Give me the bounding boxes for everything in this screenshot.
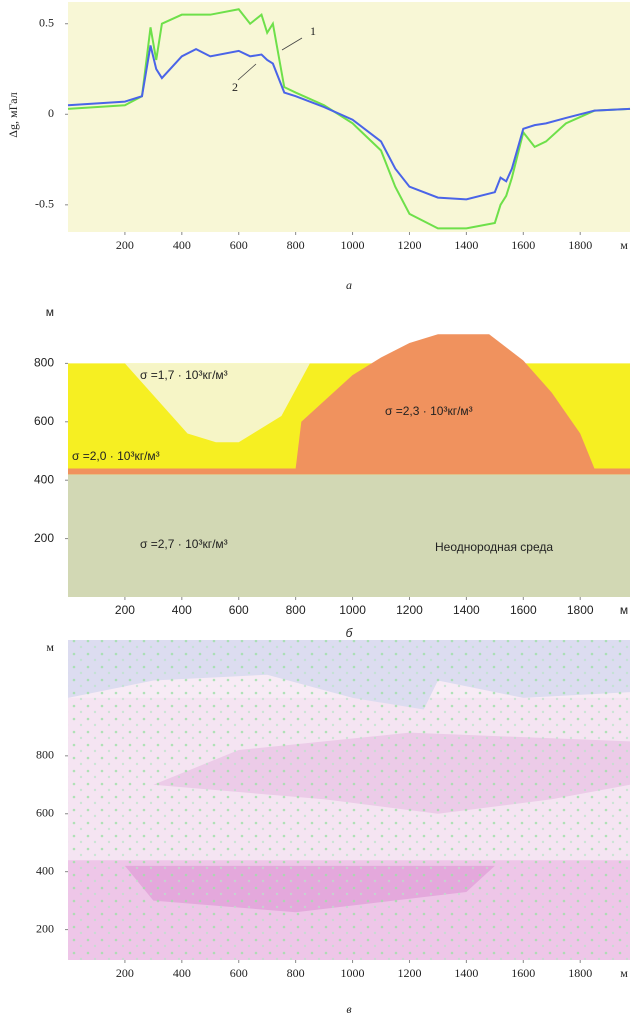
caption: б — [346, 626, 354, 640]
y-axis-label: м — [46, 305, 54, 319]
x-tick-label: 200 — [115, 603, 135, 617]
x-tick-label: 200 — [116, 238, 134, 252]
x-tick-label: 1800 — [567, 603, 594, 617]
x-tick-label: 1800 — [568, 238, 592, 252]
y-tick-label: 600 — [34, 414, 54, 428]
x-tick-label: 1800 — [568, 966, 592, 980]
x-tick-label: 1600 — [511, 238, 535, 252]
x-tick-label: 1400 — [453, 603, 480, 617]
caption: а — [346, 278, 352, 292]
density-region — [295, 334, 595, 469]
x-tick-label: 200 — [116, 966, 134, 980]
panel: м 200 400 600 800 1000 1200 1400 1600 1800 м 200 400… — [36, 640, 630, 1016]
y-tick-label: -0.5 — [35, 197, 54, 211]
region-label: σ =2,7 · 10³кг/м³ — [140, 537, 228, 551]
line-series — [67, 8, 631, 230]
x-tick-label: 1600 — [511, 966, 535, 980]
y-tick-label: 200 — [34, 531, 54, 545]
y-tick-label: 600 — [36, 806, 54, 820]
x-tick-label: 1400 — [454, 238, 478, 252]
y-axis-label: м — [46, 640, 54, 654]
region-label: σ =2,0 · 10³кг/м³ — [72, 449, 160, 463]
x-tick-label: 800 — [286, 603, 306, 617]
line-series — [67, 45, 631, 201]
leader-line — [237, 63, 257, 81]
panel: 1 2 Δg, мГал 200 400 600 800 1000 1200 1400 1600 18… — [6, 2, 631, 292]
y-tick-label: 0.5 — [39, 15, 54, 29]
x-tick-label: 1200 — [396, 603, 423, 617]
note: Неоднородная среда — [435, 540, 553, 554]
density-region — [124, 363, 310, 443]
x-tick-label: 1600 — [510, 603, 537, 617]
x-tick-label: 1200 — [397, 966, 421, 980]
region-label: σ =1,7 · 10³кг/м³ — [140, 368, 228, 382]
x-tick-label: 800 — [287, 238, 305, 252]
x-tick-label: 1000 — [341, 966, 365, 980]
x-tick-label: 1000 — [341, 238, 365, 252]
y-tick-label: 800 — [36, 748, 54, 762]
caption: в — [346, 1002, 351, 1016]
x-tick-label: 600 — [230, 966, 248, 980]
x-tick-label: 1000 — [339, 603, 366, 617]
series-label: 1 — [310, 24, 316, 38]
plot-background — [68, 2, 630, 232]
series-label: 2 — [232, 80, 238, 94]
y-axis-label: Δg, мГал — [6, 92, 20, 137]
x-tick-label: 600 — [230, 238, 248, 252]
x-tick-label: 1200 — [397, 238, 421, 252]
y-tick-label: 400 — [36, 863, 54, 877]
x-axis-label: м — [620, 966, 628, 980]
x-tick-label: 400 — [173, 966, 191, 980]
panel: σ =2,7 · 10³кг/м³ σ =2,0 · 10³кг/м³ σ =1,7… — [34, 305, 630, 640]
y-tick-label: 200 — [36, 921, 54, 935]
y-tick-label: 0 — [48, 106, 54, 120]
region-label: σ =2,3 · 10³кг/м³ — [385, 404, 473, 418]
dot-pattern — [68, 640, 630, 960]
leader-line — [281, 37, 303, 51]
x-tick-label: 1400 — [454, 966, 478, 980]
x-tick-label: 400 — [172, 603, 192, 617]
x-tick-label: 600 — [229, 603, 249, 617]
x-tick-label: 400 — [173, 238, 191, 252]
x-tick-label: 800 — [287, 966, 305, 980]
y-tick-label: 400 — [34, 472, 54, 486]
y-tick-label: 800 — [34, 356, 54, 370]
density-region — [68, 468, 630, 475]
x-axis-label: м — [620, 238, 628, 252]
density-region — [68, 474, 630, 597]
x-axis-label: м — [620, 603, 628, 617]
